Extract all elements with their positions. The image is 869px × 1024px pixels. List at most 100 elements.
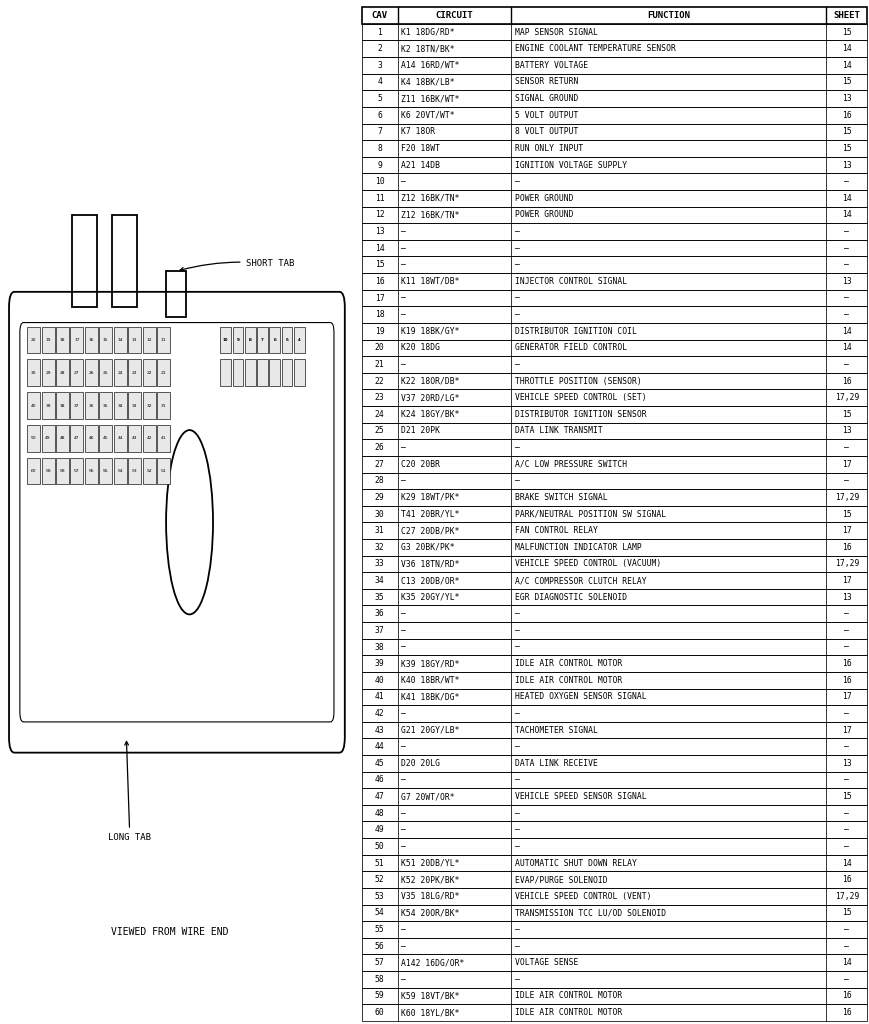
- Text: —: —: [401, 809, 405, 818]
- Text: 44: 44: [117, 436, 123, 440]
- Bar: [362, 173, 866, 190]
- Text: 24: 24: [117, 371, 123, 375]
- Text: 17: 17: [841, 460, 851, 469]
- Text: —: —: [401, 626, 405, 635]
- Bar: [256, 359, 268, 386]
- Text: —: —: [401, 825, 405, 835]
- Text: 29: 29: [375, 493, 384, 502]
- Text: —: —: [514, 626, 519, 635]
- Text: 34: 34: [117, 403, 123, 408]
- Text: —: —: [514, 609, 519, 618]
- Text: K22 18OR/DB*: K22 18OR/DB*: [401, 377, 459, 386]
- Text: 13: 13: [132, 338, 137, 342]
- Text: 49: 49: [375, 825, 384, 835]
- Text: —: —: [844, 310, 848, 319]
- Text: —: —: [401, 609, 405, 618]
- Bar: [362, 506, 866, 522]
- Text: F20 18WT: F20 18WT: [401, 144, 440, 153]
- Bar: [362, 938, 866, 954]
- Text: —: —: [514, 842, 519, 851]
- Text: 20: 20: [30, 338, 36, 342]
- Text: 38: 38: [60, 403, 65, 408]
- Text: BRAKE SWITCH SIGNAL: BRAKE SWITCH SIGNAL: [514, 493, 607, 502]
- Bar: [220, 327, 231, 353]
- Text: —: —: [401, 443, 405, 452]
- Bar: [362, 57, 866, 74]
- Text: SENSOR RETURN: SENSOR RETURN: [514, 78, 578, 86]
- Bar: [128, 458, 141, 484]
- Text: POWER GROUND: POWER GROUND: [514, 194, 573, 203]
- Text: 8: 8: [249, 338, 251, 342]
- Text: 7: 7: [261, 338, 263, 342]
- Text: DATA LINK TRANSMIT: DATA LINK TRANSMIT: [514, 426, 602, 435]
- Bar: [42, 425, 55, 452]
- Text: —: —: [401, 360, 405, 369]
- Text: 6: 6: [273, 338, 275, 342]
- Bar: [70, 458, 83, 484]
- Text: DISTRIBUTOR IGNITION SENSOR: DISTRIBUTOR IGNITION SENSOR: [514, 410, 646, 419]
- Text: 15: 15: [841, 127, 851, 136]
- Bar: [112, 215, 137, 307]
- Text: 15: 15: [375, 260, 384, 269]
- Text: —: —: [844, 809, 848, 818]
- Bar: [362, 373, 866, 389]
- Text: —: —: [844, 626, 848, 635]
- Text: FAN CONTROL RELAY: FAN CONTROL RELAY: [514, 526, 597, 536]
- Bar: [166, 271, 186, 317]
- Text: 8: 8: [249, 338, 251, 342]
- Bar: [157, 458, 169, 484]
- Text: INJECTOR CONTROL SIGNAL: INJECTOR CONTROL SIGNAL: [514, 276, 627, 286]
- Text: 4: 4: [377, 78, 381, 86]
- Text: C13 20DB/OR*: C13 20DB/OR*: [401, 577, 459, 585]
- Text: 10: 10: [375, 177, 384, 186]
- Text: —: —: [844, 942, 848, 950]
- Bar: [362, 207, 866, 223]
- Text: 41: 41: [161, 436, 166, 440]
- Text: 48: 48: [60, 436, 65, 440]
- Text: 5 VOLT OUTPUT: 5 VOLT OUTPUT: [514, 111, 578, 120]
- Text: 16: 16: [841, 543, 851, 552]
- Text: —: —: [514, 260, 519, 269]
- Text: —: —: [514, 942, 519, 950]
- Text: 18: 18: [375, 310, 384, 319]
- Text: 21: 21: [161, 371, 166, 375]
- Text: 54: 54: [117, 469, 123, 473]
- Text: 18: 18: [60, 338, 65, 342]
- Text: —: —: [844, 476, 848, 485]
- Text: —: —: [514, 227, 519, 236]
- Text: —: —: [514, 476, 519, 485]
- Text: 26: 26: [375, 443, 384, 452]
- Bar: [244, 359, 255, 386]
- Bar: [157, 392, 169, 419]
- Text: 44: 44: [375, 742, 384, 752]
- Text: 14: 14: [841, 327, 851, 336]
- Bar: [42, 458, 55, 484]
- Text: 5: 5: [285, 338, 289, 342]
- Text: 19: 19: [45, 338, 50, 342]
- Text: 15: 15: [841, 28, 851, 37]
- Bar: [269, 359, 280, 386]
- Text: Z11 16BK/WT*: Z11 16BK/WT*: [401, 94, 459, 103]
- Bar: [27, 425, 40, 452]
- Text: 17: 17: [841, 692, 851, 701]
- Text: 50: 50: [375, 842, 384, 851]
- Text: D21 20PK: D21 20PK: [401, 426, 440, 435]
- Text: 17: 17: [841, 526, 851, 536]
- Text: G3 20BK/PK*: G3 20BK/PK*: [401, 543, 454, 552]
- Text: BATTERY VOLTAGE: BATTERY VOLTAGE: [514, 60, 587, 70]
- Bar: [362, 423, 866, 439]
- Text: 58: 58: [375, 975, 384, 984]
- Bar: [362, 738, 866, 755]
- Bar: [362, 190, 866, 207]
- Text: K24 18GY/BK*: K24 18GY/BK*: [401, 410, 459, 419]
- Text: 51: 51: [375, 858, 384, 867]
- Bar: [157, 425, 169, 452]
- Text: —: —: [844, 825, 848, 835]
- Text: 17: 17: [74, 338, 80, 342]
- Text: —: —: [844, 775, 848, 784]
- Text: 40: 40: [30, 403, 36, 408]
- Bar: [362, 539, 866, 556]
- Text: IDLE AIR CONTROL MOTOR: IDLE AIR CONTROL MOTOR: [514, 659, 621, 668]
- Text: IDLE AIR CONTROL MOTOR: IDLE AIR CONTROL MOTOR: [514, 991, 621, 1000]
- Text: 57: 57: [74, 469, 80, 473]
